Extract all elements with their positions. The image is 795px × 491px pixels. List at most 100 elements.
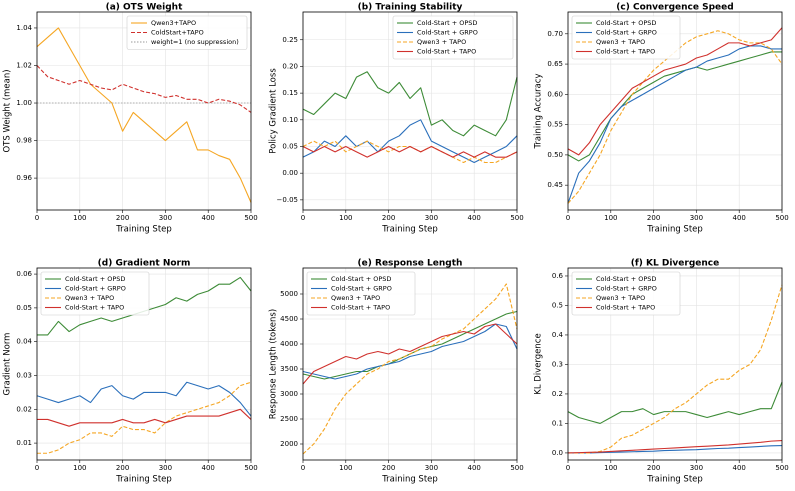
y-tick-label: 0.45	[547, 181, 563, 189]
y-tick-label: 0.05	[282, 142, 298, 150]
series-line	[302, 323, 518, 380]
y-tick-label: 0.00	[282, 169, 298, 177]
axes-frame	[36, 267, 252, 461]
x-tick-label: 200	[382, 214, 395, 222]
x-tick-label: 500	[510, 214, 523, 222]
chart-title: (b) Training Stability	[358, 3, 463, 13]
y-tick-label: 0.2	[552, 390, 563, 398]
y-tick-label: 1.02	[16, 61, 32, 69]
x-tick-label: 0	[35, 214, 39, 222]
legend-label: Cold-Start + OPSD	[331, 275, 391, 283]
x-tick-label: 400	[733, 214, 746, 222]
y-tick-label: 0.02	[16, 405, 32, 413]
legend-label: ColdStart+TAPO	[151, 29, 204, 37]
x-tick-label: 200	[647, 214, 660, 222]
y-axis-label: OTS Weight (mean)	[3, 69, 13, 152]
y-tick-label: 0.3	[552, 360, 563, 368]
series-line	[302, 323, 518, 385]
x-tick-label: 100	[604, 464, 617, 472]
axes-frame	[36, 11, 252, 211]
series-line	[302, 145, 518, 158]
y-tick-label: 0.55	[547, 121, 563, 129]
x-tick-label: 400	[202, 464, 215, 472]
legend-label: Cold-Start + TAPO	[331, 304, 390, 312]
legend-label: Qwen3 + TAPO	[331, 294, 380, 302]
x-tick-label: 200	[382, 464, 395, 472]
series-line	[567, 27, 783, 156]
chart-title: (e) Response Length	[358, 259, 463, 269]
y-tick-label: 0.50	[547, 151, 563, 159]
legend-label: Cold-Start + OPSD	[596, 275, 656, 283]
legend-box	[126, 15, 248, 50]
legend-label: Cold-Start + GRPO	[65, 285, 126, 293]
x-tick-label: 0	[566, 464, 570, 472]
x-tick-label: 100	[604, 214, 617, 222]
axes-frame	[302, 267, 518, 461]
y-tick-label: 0.06	[16, 270, 32, 278]
x-axis-label: Training Step	[115, 225, 172, 235]
y-tick-label: 3000	[280, 390, 298, 398]
y-tick-label: 0.0	[552, 449, 563, 457]
y-tick-label: 0.1	[552, 419, 563, 427]
y-tick-label: 4500	[280, 315, 298, 323]
legend-label: Cold-Start + OPSD	[417, 19, 477, 27]
legend: Cold-Start + OPSD Cold-Start + GRPOQwen3 …	[571, 271, 681, 316]
legend-label: Cold-Start + TAPO	[65, 304, 124, 312]
y-tick-label: 0.60	[547, 90, 563, 98]
legend: Cold-Start + OPSD Cold-Start + GRPOQwen3 …	[571, 15, 681, 60]
x-tick-label: 300	[425, 214, 438, 222]
y-tick-label: 0.70	[547, 30, 563, 38]
y-tick-label: 0.96	[16, 174, 32, 182]
x-tick-label: 200	[116, 464, 129, 472]
x-axis-label: Training Step	[381, 225, 438, 235]
y-tick-label: 0.25	[282, 36, 298, 44]
legend-box	[392, 15, 514, 60]
y-tick-label: 0.01	[16, 439, 32, 447]
x-tick-label: 400	[202, 214, 215, 222]
legend-label: Cold-Start + GRPO	[417, 29, 478, 37]
legend-label: Cold-Start + GRPO	[331, 285, 392, 293]
chart-title: (d) Gradient Norm	[98, 259, 191, 269]
x-tick-label: 100	[339, 214, 352, 222]
legend: Cold-Start + OPSD Cold-Start + GRPOQwen3 …	[306, 271, 416, 316]
y-tick-label: 0.20	[282, 62, 298, 70]
series-line	[567, 381, 783, 424]
y-tick-label: 0.98	[16, 137, 32, 145]
series-line	[37, 408, 252, 427]
chart-title: (f) KL Divergence	[631, 259, 719, 269]
x-tick-label: 0	[566, 214, 570, 222]
legend-label: Cold-Start + OPSD	[596, 19, 656, 27]
y-tick-label: 0.65	[547, 60, 563, 68]
x-tick-label: 400	[733, 464, 746, 472]
legend-label: weight=1 (no suppression)	[151, 38, 239, 46]
y-tick-label: 0.4	[552, 331, 564, 339]
x-axis-label: Training Step	[646, 225, 703, 235]
x-tick-label: 100	[339, 464, 352, 472]
x-tick-label: 100	[73, 214, 86, 222]
x-tick-label: 500	[775, 464, 788, 472]
y-tick-label: 1.04	[16, 24, 32, 32]
x-tick-label: 500	[244, 464, 257, 472]
x-tick-label: 200	[116, 214, 129, 222]
legend-box	[571, 15, 681, 60]
y-axis-label: Gradient Norm	[3, 333, 13, 396]
series-line	[302, 71, 518, 137]
y-tick-label: 0.10	[282, 116, 298, 124]
x-tick-label: 500	[775, 214, 788, 222]
x-axis-label: Training Step	[381, 475, 438, 485]
legend-box	[40, 271, 150, 316]
y-tick-label: 0.15	[282, 89, 298, 97]
axes-frame	[302, 11, 518, 211]
legend-label: Cold-Start + OPSD	[65, 275, 125, 283]
series-line	[302, 119, 518, 164]
x-tick-label: 300	[425, 464, 438, 472]
y-tick-label: 0.03	[16, 371, 32, 379]
x-axis-label: Training Step	[115, 475, 172, 485]
x-tick-label: 0	[35, 464, 39, 472]
y-tick-label: 3500	[280, 365, 298, 373]
series-line	[567, 51, 782, 162]
legend: Cold-Start + OPSD Cold-Start + GRPOQwen3 …	[392, 15, 514, 60]
legend: Cold-Start + OPSD Cold-Start + GRPOQwen3 …	[40, 271, 150, 316]
